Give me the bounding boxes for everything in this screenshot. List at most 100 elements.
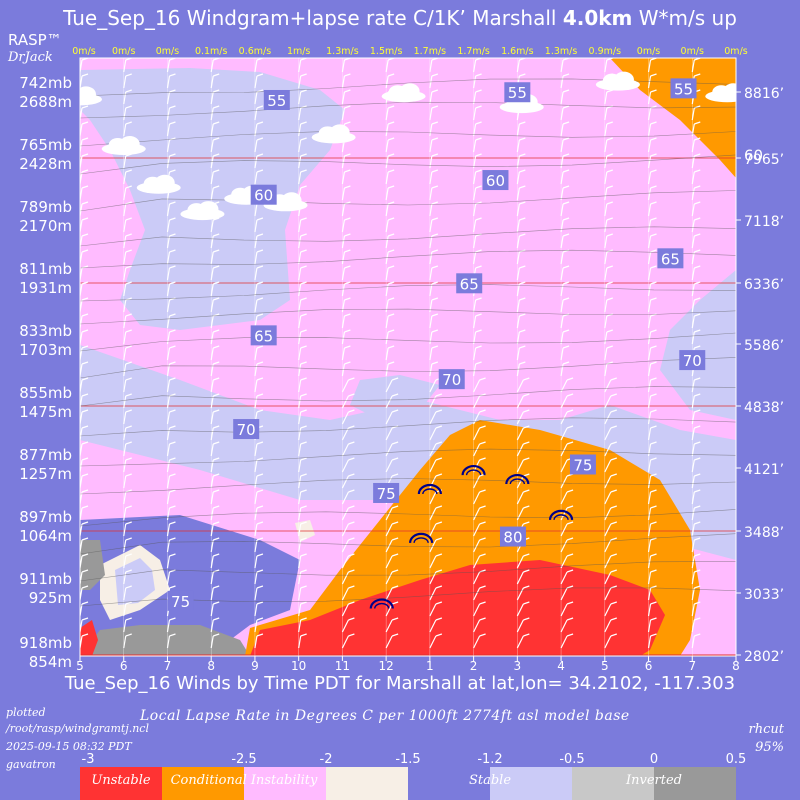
temp-label-box xyxy=(233,419,260,440)
wind-barb xyxy=(254,601,264,617)
wind-barb xyxy=(604,185,613,201)
wind-barb xyxy=(341,489,355,505)
temp-label: 55 xyxy=(674,80,693,98)
wind-barb xyxy=(604,393,617,409)
wind-barb xyxy=(735,68,736,72)
wind-barb xyxy=(560,633,574,649)
wind-barb xyxy=(341,361,351,377)
wind-barb xyxy=(210,73,220,89)
wind-barb xyxy=(691,489,701,505)
unstable-corner xyxy=(80,620,98,656)
wind-barb xyxy=(516,617,530,633)
wind-barb xyxy=(166,409,176,425)
x-tick-label: 2 xyxy=(470,659,478,673)
y-left-tick-mb: 911mb xyxy=(19,570,72,588)
wind-barb xyxy=(341,105,351,121)
wind-barb xyxy=(647,425,657,441)
wind-barb xyxy=(166,553,176,569)
wind-barb xyxy=(735,292,736,296)
wind-barb xyxy=(647,441,657,457)
wind-barb xyxy=(516,201,526,217)
legend-swatch xyxy=(326,767,408,800)
wstar-label: 0m/s xyxy=(637,46,660,57)
wind-barb xyxy=(254,297,264,313)
wind-barb xyxy=(604,345,613,361)
x-tick-label: 6 xyxy=(120,659,128,673)
y-left-tick-m: 854m xyxy=(29,653,72,671)
wind-barb xyxy=(691,329,701,345)
inverted-region-bottom xyxy=(80,625,250,656)
wstar-label: 1.3m/s xyxy=(545,46,578,57)
wind-barb xyxy=(210,249,220,265)
wind-barb xyxy=(254,489,264,505)
wind-barb xyxy=(604,329,613,345)
wind-barb xyxy=(341,601,355,617)
cloud-icon xyxy=(595,71,640,91)
wind-barb xyxy=(254,281,264,297)
wind-barb xyxy=(123,281,132,297)
wind-barb xyxy=(735,276,736,280)
wind-barb xyxy=(735,260,736,264)
wind-barb xyxy=(516,361,526,377)
wstar-label: 0m/s xyxy=(724,46,747,57)
temperature-contour xyxy=(80,284,736,302)
wind-barb xyxy=(166,489,176,505)
wind-barb xyxy=(210,553,220,569)
wind-barb xyxy=(210,585,220,601)
clouds xyxy=(80,71,736,221)
temperature-contour xyxy=(80,448,736,467)
temperature-contour xyxy=(80,131,736,147)
wind-barb xyxy=(735,580,736,584)
wind-barb xyxy=(473,249,482,265)
wind-barb xyxy=(429,345,439,361)
x-tick-label: 11 xyxy=(335,659,350,673)
wind-barb xyxy=(473,617,486,633)
wind-barb xyxy=(298,249,307,265)
wind-barb xyxy=(254,521,264,537)
wstar-label: 1.5m/s xyxy=(370,46,403,57)
y-left-tick-mb: 789mb xyxy=(19,198,72,216)
wind-barb xyxy=(123,185,132,201)
legend-tick: -3 xyxy=(82,752,95,767)
wind-barb xyxy=(210,265,220,281)
wind-barb xyxy=(298,361,307,377)
y-right-tick-label: 2802’ xyxy=(744,649,784,665)
temp-label-box xyxy=(250,325,277,346)
lapse-legend: Unstable Conditional Instability Stable Inv… xyxy=(80,752,746,800)
lavender-region-right xyxy=(660,270,736,420)
y-left-tick-mb: 833mb xyxy=(19,322,72,340)
lavender-region-mid xyxy=(350,375,440,420)
wind-barb xyxy=(298,489,307,505)
wind-barb xyxy=(166,393,176,409)
wind-barb xyxy=(385,521,399,537)
wind-barb xyxy=(516,137,526,153)
wstar-label: 0.9m/s xyxy=(589,46,622,57)
y-right-tick-label: 4121’ xyxy=(744,462,784,478)
y-axis-right: 8816’ 7965’ 7118’ 6336’ 5586’ 4838’ 4121’ 3488’… xyxy=(736,86,784,665)
x-tick-label: 8 xyxy=(207,659,215,673)
wind-barb xyxy=(210,393,220,409)
wind-barb xyxy=(210,297,220,313)
wind-barb xyxy=(429,441,443,457)
wind-barb xyxy=(385,169,395,185)
y-left-tick-mb: 877mb xyxy=(19,446,72,464)
wind-barb xyxy=(166,153,176,169)
temp-label: 55 xyxy=(508,84,527,102)
wind-barb xyxy=(123,313,132,329)
wind-barb xyxy=(647,505,657,521)
wind-barb xyxy=(604,457,617,473)
wind-barb xyxy=(473,489,486,505)
wind-barb xyxy=(429,521,443,537)
wind-barb xyxy=(516,297,526,313)
wind-barb xyxy=(735,452,736,456)
wind-barb xyxy=(560,265,570,281)
legend-bin-label: Conditional Instability xyxy=(171,773,318,788)
wind-barb xyxy=(429,505,443,521)
wind-barb xyxy=(647,297,657,313)
wind-barb xyxy=(691,233,701,249)
wind-barb xyxy=(735,516,736,520)
wind-barb xyxy=(254,233,264,249)
wind-barb xyxy=(516,377,530,393)
wind-barb xyxy=(341,345,351,361)
wind-barb xyxy=(735,116,736,120)
